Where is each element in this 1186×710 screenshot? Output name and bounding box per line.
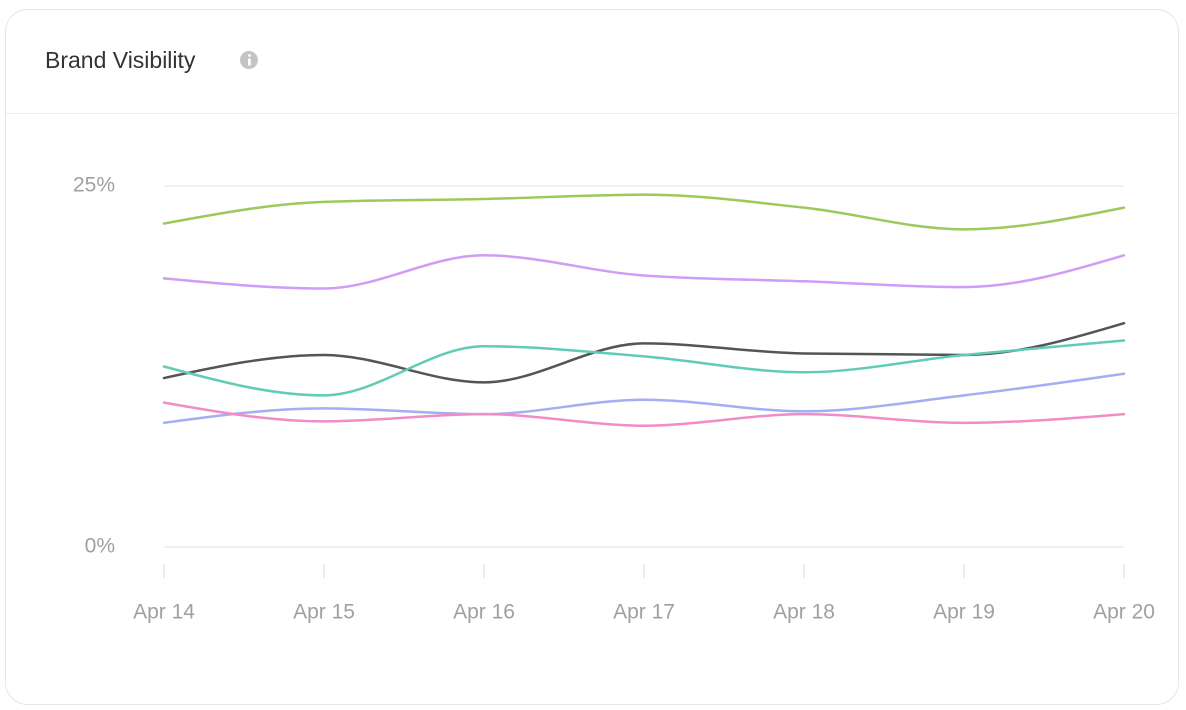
y-tick-label: 25%: [73, 174, 115, 197]
x-tick-label: Apr 16: [453, 601, 515, 624]
series-line: [162, 254, 1126, 290]
x-tick-label: Apr 15: [293, 601, 355, 624]
series-line: [162, 401, 1126, 427]
x-tick-label: Apr 17: [613, 601, 675, 624]
card-border: [5, 9, 1179, 705]
info-icon[interactable]: [240, 51, 258, 69]
x-tick-label: Apr 18: [773, 601, 835, 624]
series-line: [162, 372, 1126, 425]
series-line: [162, 339, 1126, 397]
x-tick-label: Apr 19: [933, 601, 995, 624]
x-tick-label: Apr 14: [133, 601, 195, 624]
series-line: [162, 193, 1126, 231]
chart-title: Brand Visibility: [45, 47, 196, 73]
x-tick-label: Apr 20: [1093, 601, 1155, 624]
y-tick-label: 0%: [85, 535, 115, 558]
